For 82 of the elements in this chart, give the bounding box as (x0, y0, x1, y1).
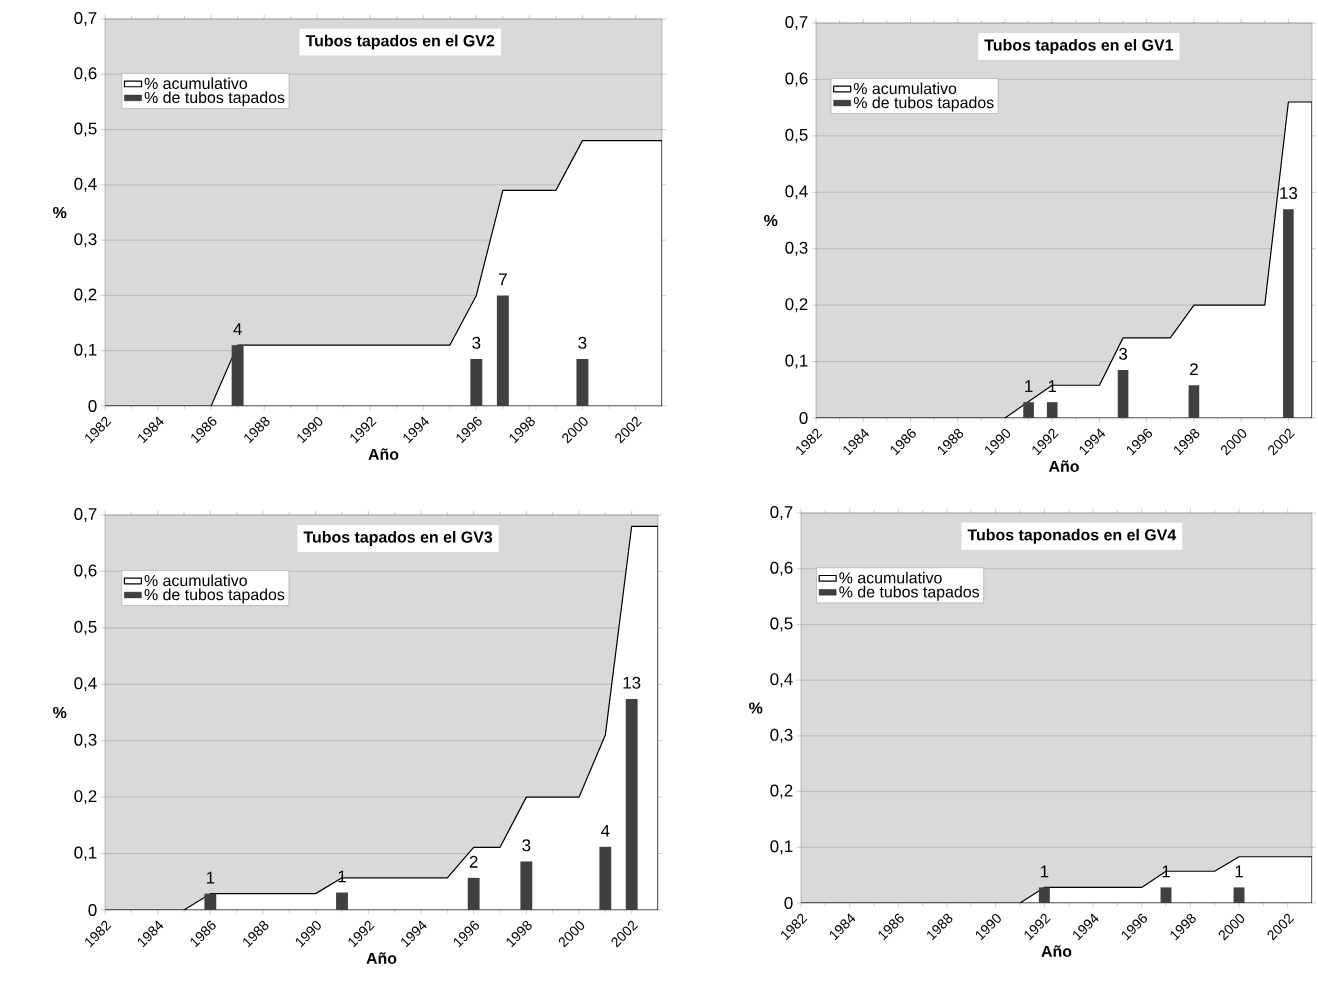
annotation: 13 (623, 676, 641, 689)
bar (576, 359, 589, 406)
y-tick-label: 0,5 (74, 620, 97, 635)
annotation: 1 (206, 871, 215, 884)
bar (336, 892, 348, 910)
text: Tubos tapados en el GV3 (303, 531, 493, 546)
annotation: 1 (1040, 865, 1049, 878)
y-axis-title: % (53, 206, 67, 219)
y-tick-label: 0,7 (74, 12, 97, 26)
y-tick-label: 0,1 (74, 343, 97, 358)
y-tick-label: 0,6 (785, 72, 808, 87)
y-tick-label: 0 (88, 904, 97, 916)
legend-label: % de tubos tapados (853, 96, 994, 112)
y-tick-label: 0,3 (785, 241, 808, 256)
y-tick-label: 0,2 (785, 298, 808, 313)
y-tick-label: 0 (88, 399, 97, 412)
y-tick-label: 0,2 (74, 288, 97, 303)
bar (1117, 370, 1129, 418)
bar (1283, 209, 1294, 418)
y-axis-title: % (749, 702, 763, 714)
bar (1188, 385, 1200, 418)
annotation: 3 (522, 839, 531, 852)
annotation: 3 (472, 336, 481, 349)
y-tick-label: 0 (799, 411, 808, 424)
y-tick-label: 0,2 (770, 784, 793, 799)
bar (1046, 402, 1058, 418)
legend-label: % acumulativo (839, 571, 942, 584)
y-tick-label: 0,7 (74, 508, 97, 522)
y-tick-label: 0,4 (785, 185, 808, 200)
y-tick-label: 0,6 (74, 67, 97, 82)
annotation: 3 (578, 336, 587, 349)
legend-label: % de tubos tapados (144, 588, 285, 604)
bar (1023, 402, 1034, 418)
y-tick-label: 0,4 (74, 177, 97, 192)
legend-label: % acumulativo (144, 574, 247, 587)
legend-label: % de tubos tapados (144, 91, 285, 107)
text: Tubos tapados en el GV1 (984, 39, 1174, 54)
annotation: 7 (499, 273, 507, 286)
y-tick-label: 0,4 (74, 677, 97, 692)
y-tick-label: 0,3 (74, 733, 97, 748)
annotation: 4 (233, 323, 242, 335)
y-tick-label: 0,1 (785, 354, 808, 369)
y-tick-label: 0,3 (74, 233, 97, 248)
bar (467, 877, 480, 910)
bar (625, 698, 638, 910)
bar (599, 846, 612, 910)
y-tick-label: 0,1 (770, 840, 793, 855)
bar (204, 893, 217, 910)
y-tick-label: 0,5 (74, 122, 97, 137)
text: Tubos taponados en el GV4 (967, 528, 1177, 544)
x-axis-title: Año (1041, 945, 1072, 958)
y-tick-label: 0,6 (74, 564, 97, 579)
y-tick-label: 0,1 (74, 846, 97, 861)
legend-label: % de tubos tapados (839, 585, 980, 601)
annotation: 2 (469, 855, 478, 868)
bar (520, 861, 533, 910)
annotation: 1 (1235, 865, 1243, 878)
text: Tubos tapados en el GV2 (305, 34, 495, 50)
annotation: 4 (601, 824, 610, 837)
legend-label: % acumulativo (144, 77, 248, 90)
y-axis-title: % (53, 706, 67, 719)
annotation: 13 (1280, 187, 1298, 200)
y-tick-label: 0 (784, 897, 793, 909)
y-tick-label: 0,3 (770, 728, 793, 743)
x-axis-title: Año (1048, 460, 1079, 473)
annotation: 2 (1190, 363, 1198, 376)
y-tick-label: 0,5 (785, 128, 808, 143)
annotation: 1 (1025, 380, 1033, 392)
bar (231, 345, 244, 406)
y-tick-label: 0,6 (770, 561, 793, 576)
y-tick-label: 0,7 (770, 506, 793, 520)
y-axis-title: % (764, 214, 778, 227)
y-tick-label: 0,5 (770, 617, 793, 632)
bar (496, 295, 509, 406)
y-tick-label: 0,7 (785, 16, 808, 30)
x-axis-title: Año (368, 448, 399, 461)
annotation: 3 (1118, 347, 1128, 360)
x-axis-title: Año (366, 952, 397, 965)
y-tick-label: 0,4 (770, 673, 793, 688)
y-tick-label: 0,2 (74, 790, 97, 805)
bar (470, 359, 483, 406)
legend-label: % acumulativo (853, 82, 957, 95)
